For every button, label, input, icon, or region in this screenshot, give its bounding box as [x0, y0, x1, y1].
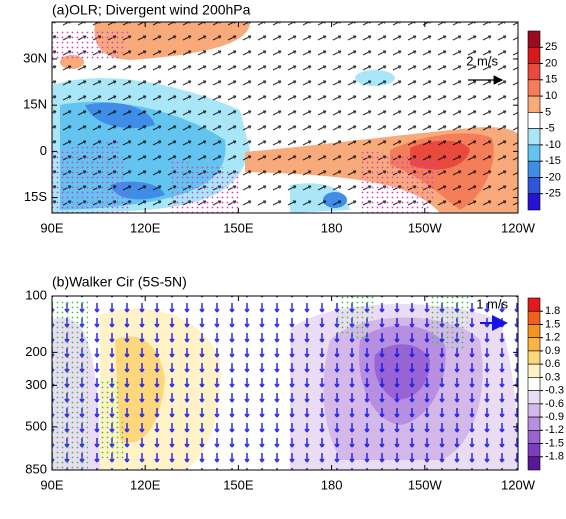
frame-b: [51, 295, 519, 471]
y-tick-label: 850: [25, 461, 47, 476]
y-tick-label: 0: [40, 143, 47, 158]
colorbar-box: [527, 390, 541, 405]
colorbar-box: [527, 430, 541, 444]
colorbar-box: [527, 337, 541, 352]
y-tick-label: 30N: [23, 50, 47, 65]
colorbar-label: -15: [545, 155, 561, 167]
colorbar-label: -1.2: [545, 424, 564, 436]
colorbar-label: 1.5: [545, 318, 560, 330]
chart-title: (b)Walker Cir (5S-5N): [52, 274, 187, 290]
colorbar-label: -1.5: [545, 437, 564, 449]
colorbar-box: [527, 46, 541, 64]
x-tick-label: 120E: [130, 477, 161, 492]
chart-title: (a)OLR; Divergent wind 200hPa: [52, 2, 251, 18]
colorbar-label: -0.6: [545, 398, 564, 410]
ref-label: 2 m/s: [466, 53, 498, 68]
colorbar-box: [527, 160, 541, 178]
x-tick-label: 120E: [130, 220, 161, 235]
colorbar-box: [527, 456, 541, 471]
colorbar-label: -1.8: [545, 451, 564, 463]
colorbar-label: -5: [545, 123, 555, 135]
x-tick-label: 90E: [40, 220, 63, 235]
colorbar-box: [527, 443, 541, 458]
colorbar-label: 15: [545, 74, 557, 86]
colorbar-box: [527, 350, 541, 365]
y-tick-label: 500: [25, 418, 47, 433]
y-tick-label: 200: [25, 344, 47, 359]
colorbar-label: 10: [545, 90, 557, 102]
colorbar-box: [527, 324, 541, 338]
x-tick-label: 180: [321, 220, 343, 235]
frame-a: [51, 21, 519, 214]
colorbar-label: 1.2: [545, 332, 560, 344]
x-tick-label: 150E: [223, 220, 254, 235]
colorbar-label: -25: [545, 188, 561, 200]
colorbar-label: 20: [545, 57, 557, 69]
colorbar-box: [527, 30, 541, 48]
colorbar-label: -20: [545, 171, 561, 183]
colorbar-box: [527, 297, 541, 312]
colorbar-box: [527, 403, 541, 418]
colorbar-label: 0.3: [545, 371, 560, 383]
colorbar-box: [527, 193, 541, 211]
colorbar-label: -0.9: [545, 411, 564, 423]
colorbar-box: [527, 112, 541, 129]
colorbar-box: [527, 144, 541, 162]
panel-b-field: [52, 296, 518, 470]
colorbar-box: [527, 79, 541, 97]
y-tick-label: 300: [25, 377, 47, 392]
x-tick-label: 150W: [408, 477, 443, 492]
colorbar-label: 5: [545, 106, 551, 118]
colorbar-box: [527, 310, 541, 325]
ref-label: 1 m/s: [476, 296, 508, 311]
colorbar-box: [527, 416, 541, 431]
x-tick-label: 120W: [501, 477, 536, 492]
colorbar-label: 0.6: [545, 358, 560, 370]
x-tick-label: 180: [321, 477, 343, 492]
x-tick-label: 90E: [40, 477, 63, 492]
colorbar-box: [527, 377, 541, 391]
colorbar-box: [527, 128, 541, 146]
colorbar-label: 0.9: [545, 345, 560, 357]
colorbar-box: [527, 177, 541, 195]
x-tick-label: 120W: [501, 220, 536, 235]
colorbar-box: [527, 63, 541, 81]
colorbar-label: 25: [545, 41, 557, 53]
colorbar-label: 1.8: [545, 305, 560, 317]
colorbar-box: [527, 363, 541, 378]
colorbar-label: -0.3: [545, 385, 564, 397]
x-tick-label: 150W: [408, 220, 443, 235]
colorbar-label: -10: [545, 139, 561, 151]
y-tick-label: 15N: [23, 97, 47, 112]
colorbar-box: [527, 95, 541, 113]
panel-a-field: [52, 22, 518, 213]
x-tick-label: 150E: [223, 477, 254, 492]
y-tick-label: 15S: [24, 189, 47, 204]
y-tick-label: 100: [25, 287, 47, 302]
